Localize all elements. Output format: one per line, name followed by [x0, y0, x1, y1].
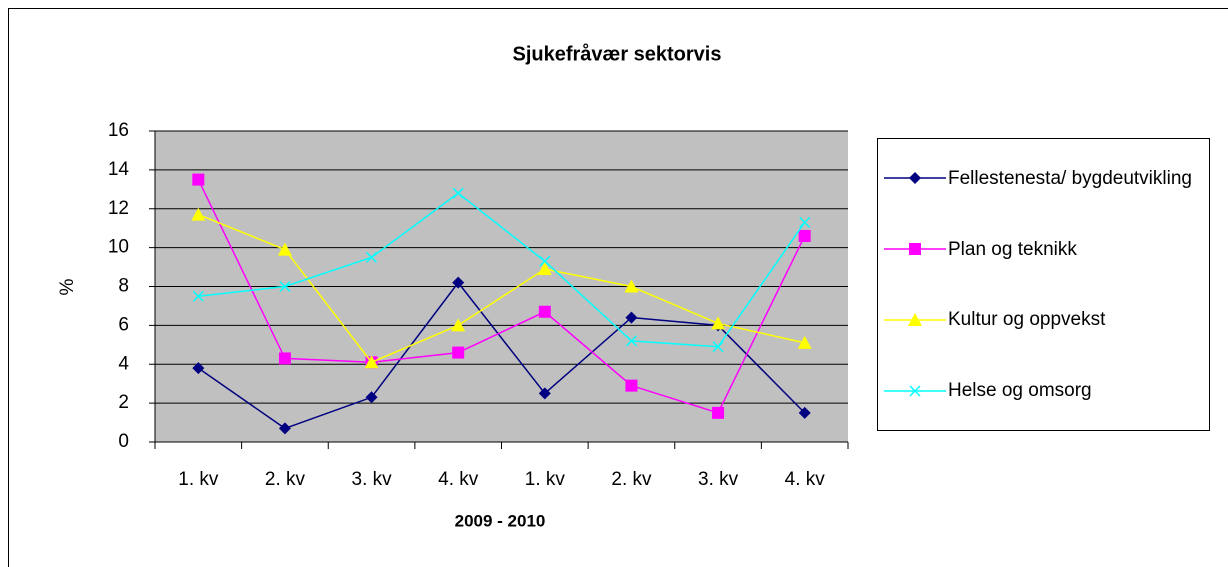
marker: [452, 346, 465, 359]
y-tick-label: 12: [108, 198, 129, 219]
x-tick-label: 4. kv: [438, 469, 479, 490]
marker: [625, 311, 638, 324]
legend-item: Helse og omsorg: [878, 378, 1209, 403]
x-tick-label: 2. kv: [611, 469, 652, 490]
marker: [908, 312, 922, 326]
marker: [364, 355, 379, 369]
marker: [278, 352, 291, 365]
marker: [452, 187, 464, 199]
chart-title: Sjukefråvær sektorvis: [512, 42, 721, 65]
marker: [625, 335, 637, 347]
y-axis-title: %: [57, 278, 78, 295]
series-line: [198, 213, 805, 364]
legend-icon: [884, 243, 946, 256]
legend-label: Kultur og oppvekst: [948, 309, 1106, 331]
x-tick-label: 1. kv: [525, 469, 566, 490]
legend-label: Plan og teknikk: [948, 238, 1077, 260]
marker: [451, 318, 466, 332]
series-line: [198, 192, 806, 348]
chart-border: [8, 8, 1228, 567]
legend-icon: [884, 312, 946, 326]
x-tick-label: 1. kv: [178, 469, 219, 490]
marker: [192, 290, 204, 302]
series-line: [197, 179, 806, 414]
series-line: [197, 281, 806, 430]
marker: [909, 243, 921, 256]
x-tick-label: 4. kv: [785, 469, 826, 490]
x-tick-label: 3. kv: [352, 469, 393, 490]
legend-item: Fellestenesta/ bygdeutvikling: [878, 166, 1209, 191]
legend: Fellestenesta/ bygdeutvikling Plan og tek…: [877, 138, 1210, 431]
legend-label: Fellestenesta/ bygdeutvikling: [948, 167, 1192, 189]
marker: [909, 172, 921, 185]
x-tick-label: 3. kv: [698, 469, 739, 490]
marker: [797, 335, 812, 349]
y-tick-label: 0: [118, 431, 129, 452]
marker: [909, 385, 921, 397]
marker: [277, 242, 292, 256]
legend-icon: [884, 385, 946, 397]
x-axis-title: 2009 - 2010: [455, 511, 546, 530]
marker: [625, 379, 638, 392]
marker: [711, 316, 726, 330]
marker: [624, 279, 639, 293]
legend-item: Plan og teknikk: [878, 237, 1209, 262]
marker: [366, 251, 378, 263]
marker: [538, 305, 551, 318]
y-tick-label: 14: [108, 159, 130, 180]
legend-item: Kultur og oppvekst: [878, 307, 1209, 332]
marker: [278, 422, 291, 435]
marker: [191, 207, 206, 221]
y-tick-label: 2: [118, 392, 129, 413]
x-tick-label: 2. kv: [265, 469, 306, 490]
marker: [537, 262, 552, 276]
y-tick-label: 10: [108, 237, 129, 258]
marker: [279, 280, 291, 293]
y-tick-label: 16: [108, 120, 129, 141]
marker: [799, 216, 811, 228]
marker: [798, 406, 811, 419]
y-tick-label: 8: [118, 276, 129, 297]
marker: [712, 406, 725, 419]
marker: [539, 255, 551, 267]
marker: [192, 173, 205, 186]
marker: [798, 229, 811, 242]
legend-label: Helse og omsorg: [948, 380, 1092, 402]
marker: [538, 387, 551, 400]
marker: [192, 362, 205, 375]
y-tick-label: 6: [118, 314, 129, 335]
legend-icon: [884, 172, 946, 185]
marker: [712, 341, 724, 353]
marker: [365, 391, 378, 404]
y-tick-label: 4: [118, 353, 129, 374]
marker: [452, 276, 465, 289]
